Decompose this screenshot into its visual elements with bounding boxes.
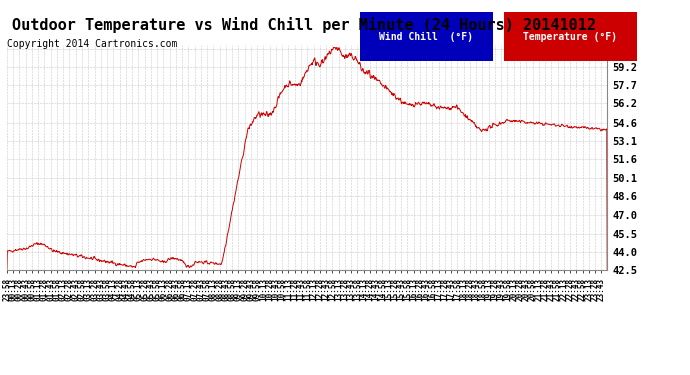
- Text: Outdoor Temperature vs Wind Chill per Minute (24 Hours) 20141012: Outdoor Temperature vs Wind Chill per Mi…: [12, 17, 595, 33]
- Text: Copyright 2014 Cartronics.com: Copyright 2014 Cartronics.com: [7, 39, 177, 50]
- Text: Wind Chill  (°F): Wind Chill (°F): [379, 32, 473, 42]
- Text: Temperature (°F): Temperature (°F): [523, 32, 617, 42]
